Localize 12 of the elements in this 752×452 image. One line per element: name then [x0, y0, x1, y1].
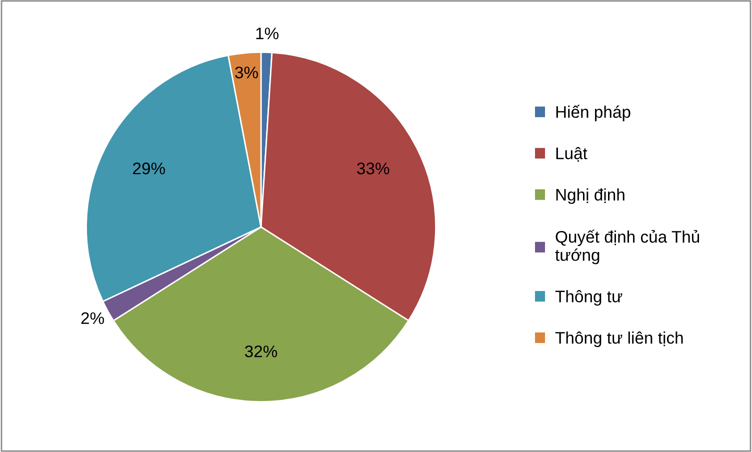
data-label: 2% — [81, 312, 104, 324]
legend-label: Thông tư liên tịch — [555, 331, 683, 348]
legend-label: Luật — [556, 146, 588, 162]
data-label: 32% — [244, 345, 278, 358]
data-label: 29% — [133, 162, 165, 174]
data-label: 3% — [235, 66, 258, 78]
legend-label: Thông tư — [555, 290, 622, 306]
data-label: 33% — [357, 162, 390, 174]
legend-label: Quyết định của Thủ tướng — [555, 230, 700, 264]
data-label: 1% — [256, 28, 278, 40]
legend-label: Hiến pháp — [556, 104, 630, 122]
legend-label: Nghị định — [556, 188, 624, 204]
